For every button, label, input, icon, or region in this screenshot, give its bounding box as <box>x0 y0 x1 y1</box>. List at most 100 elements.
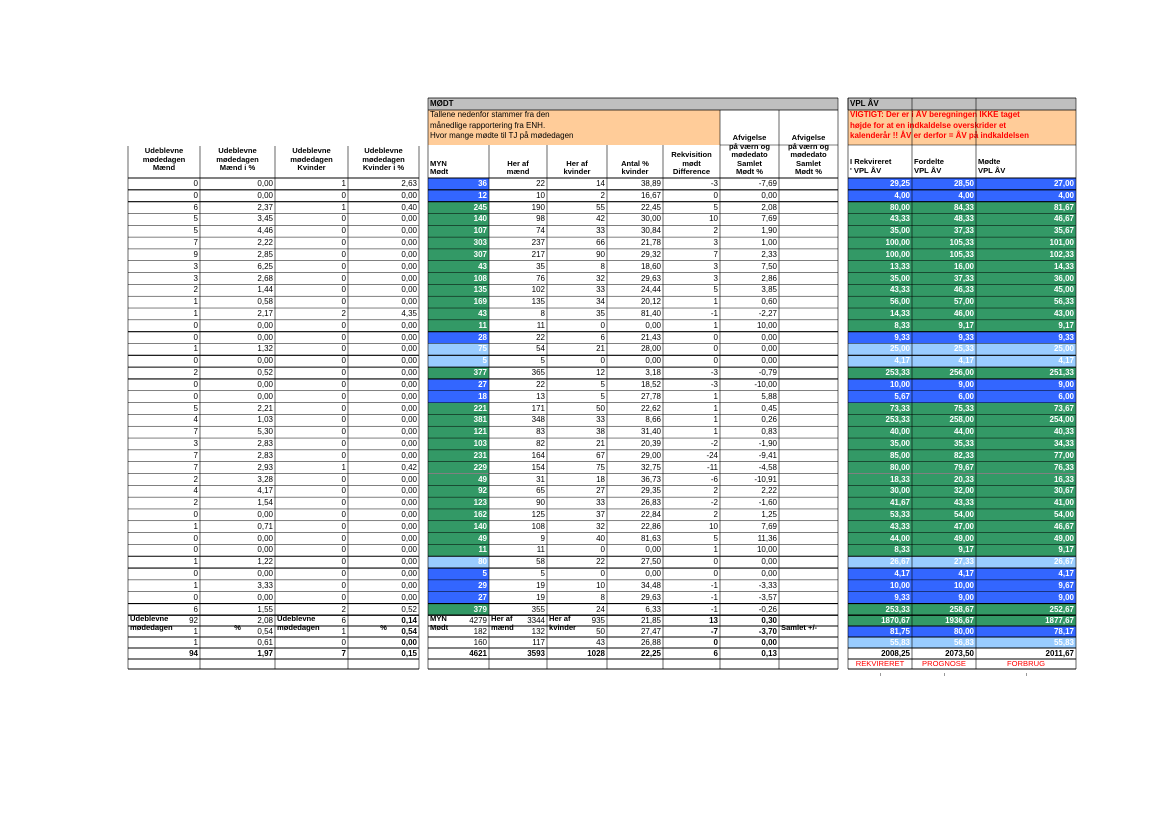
vpl-fordelte: 16,00 <box>912 260 976 273</box>
udeblevne-kvinder-pct: 0,00 <box>401 521 417 531</box>
afvigelse-samlet: 7,69 <box>761 521 777 531</box>
antal-pct-kvinder: 27,50 <box>640 557 661 567</box>
afvigelse-samlet: 1,90 <box>761 226 777 236</box>
udeblevne-maend: 0 <box>193 533 198 543</box>
udeblevne-maend: 7 <box>193 450 198 460</box>
afvigelse-samlet-2 <box>779 320 838 332</box>
moedt-header-3-line: Antal % <box>621 159 649 168</box>
udeblevne-kvinder-pct: 0,00 <box>401 332 417 342</box>
udeblevne-kvinder-pct: 0,00 <box>401 273 417 283</box>
myn-moedt: 108 <box>428 272 489 285</box>
heraf-maend: 65 <box>536 486 545 496</box>
udeblevne-maend: 0 <box>193 179 198 188</box>
summary-rek: 81,75 <box>848 626 912 637</box>
afvigelse-samlet-2 <box>779 213 838 225</box>
afvigelse-samlet: -0,79 <box>758 368 777 378</box>
heraf-kvinder: 34 <box>596 297 605 307</box>
udeblevne-kvinder: 0 <box>341 415 346 425</box>
rekvisition-difference: 2 <box>713 226 718 236</box>
heraf-kvinder: 0 <box>600 320 605 330</box>
heraf-maend: 98 <box>536 214 545 224</box>
udeblevne-kvinder-pct: 0,00 <box>401 238 417 248</box>
heraf-kvinder: 21 <box>596 439 605 449</box>
heraf-kvinder: 5 <box>600 391 605 401</box>
udeblevne-maend-pct: 2,83 <box>257 439 273 449</box>
vpl-fordelte: 44,00 <box>912 426 976 439</box>
rekvisition-difference: -1 <box>710 309 718 319</box>
summary-myn: 182 <box>473 627 487 636</box>
left-header-2-line: mødedagen <box>290 154 333 164</box>
rekvisition-difference: 1 <box>713 297 718 307</box>
vpl-fordelte: 49,00 <box>912 532 976 545</box>
heraf-maend: 348 <box>531 415 545 425</box>
moedt-header-4-line: Rekvisition <box>671 151 712 160</box>
afvigelse-samlet: -3,57 <box>758 592 777 602</box>
summary-modte: 55,83 <box>976 637 1076 648</box>
rekvisition-difference: -1 <box>710 580 718 590</box>
vpl-fordelte: 28,50 <box>912 178 976 190</box>
antal-pct-kvinder: 34,48 <box>640 580 661 590</box>
afvigelse-samlet: 2,22 <box>761 486 777 496</box>
udeblevne-maend: 5 <box>193 214 198 224</box>
udeblevne-kvinder-pct: 0,00 <box>401 545 417 555</box>
heraf-maend: 5 <box>540 356 545 366</box>
myn-moedt: 36 <box>428 178 489 190</box>
vpl-header-0-line: I Rekvireret <box>850 158 892 166</box>
summary-kvin: 1028 <box>587 649 605 658</box>
udeblevne-kvinder-pct: 0,00 <box>401 214 417 224</box>
myn-moedt: 162 <box>428 508 489 521</box>
udeblevne-kvinder-pct: 0,00 <box>401 486 417 496</box>
vpl-header-2-line: VPL ÅV <box>978 165 1006 175</box>
udeblevne-kvinder-pct: 0,00 <box>401 403 417 413</box>
vpl-moedte: 45,00 <box>976 284 1076 297</box>
left-header-0: Udeblevne mødedagen Mænd <box>128 146 200 178</box>
vpl-moedte: 252,67 <box>976 603 1076 616</box>
vpl-moedte: 9,33 <box>976 331 1076 344</box>
vpl-moedte: 26,67 <box>976 556 1076 569</box>
vpl-moedte: 4,00 <box>976 189 1076 202</box>
rekvisition-difference: -24 <box>706 450 718 460</box>
udeblevne-kvinder: 1 <box>341 202 346 212</box>
rekvisition-difference: 2 <box>713 509 718 519</box>
vpl-rekvireret: 9,33 <box>848 331 912 344</box>
afvigelse-samlet-2 <box>779 604 838 616</box>
summary-rek: 55,83 <box>848 637 912 648</box>
vpl-rekvireret: 80,00 <box>848 461 912 474</box>
vpl-moedte: 6,00 <box>976 390 1076 403</box>
left-header-3-line: Kvinder i % <box>362 163 405 173</box>
udeblevne-kvinder: 0 <box>341 190 346 200</box>
afvigelse-samlet-2 <box>779 426 838 438</box>
antal-pct-kvinder: 27,78 <box>640 391 661 401</box>
heraf-kvinder: 14 <box>596 179 605 188</box>
vpl-fordelte: 84,33 <box>912 201 976 214</box>
vpl-fordelte: 256,00 <box>912 367 976 379</box>
vpl-header-1: Fordelte VPL ÅV <box>912 158 976 178</box>
vpl-moedte: 4,17 <box>976 355 1076 368</box>
vpl-fordelte: 258,00 <box>912 414 976 427</box>
heraf-kvinder: 8 <box>600 592 605 602</box>
antal-pct-kvinder: 8,66 <box>645 415 661 425</box>
udeblevne-maend-pct: 0,52 <box>257 368 273 378</box>
afvigelse-samlet-2 <box>779 521 838 533</box>
moedt-header-2: Her af kvinder <box>547 160 607 178</box>
udeblevne-kvinder: 1 <box>341 462 346 472</box>
myn-moedt: 11 <box>428 319 489 332</box>
vpl-rekvireret: 35,00 <box>848 438 912 450</box>
vpl-header-1-line: Fordelte <box>914 158 944 166</box>
udeblevne-maend: 4 <box>193 415 198 425</box>
myn-moedt: 107 <box>428 225 489 238</box>
myn-moedt: 303 <box>428 237 489 249</box>
moedt-header-5-line: Mødt % <box>736 167 763 177</box>
udeblevne-maend: 0 <box>193 545 198 555</box>
rekvisition-difference: -1 <box>710 604 718 614</box>
udeblevne-kvinder: 0 <box>341 368 346 378</box>
udeblevne-maend-pct: 1,22 <box>257 557 273 567</box>
vpl-moedte: 102,33 <box>976 248 1076 261</box>
afvigelse-samlet: 0,00 <box>761 356 777 366</box>
moedt-header-2-line: Her af <box>566 159 588 168</box>
summary-header-udk-line: Udeblevne <box>277 615 316 624</box>
summary-udm: 92 <box>189 616 198 625</box>
heraf-kvinder: 33 <box>596 226 605 236</box>
afvigelse-samlet-2 <box>779 568 838 580</box>
vpl-moedte: 25,00 <box>976 343 1076 356</box>
